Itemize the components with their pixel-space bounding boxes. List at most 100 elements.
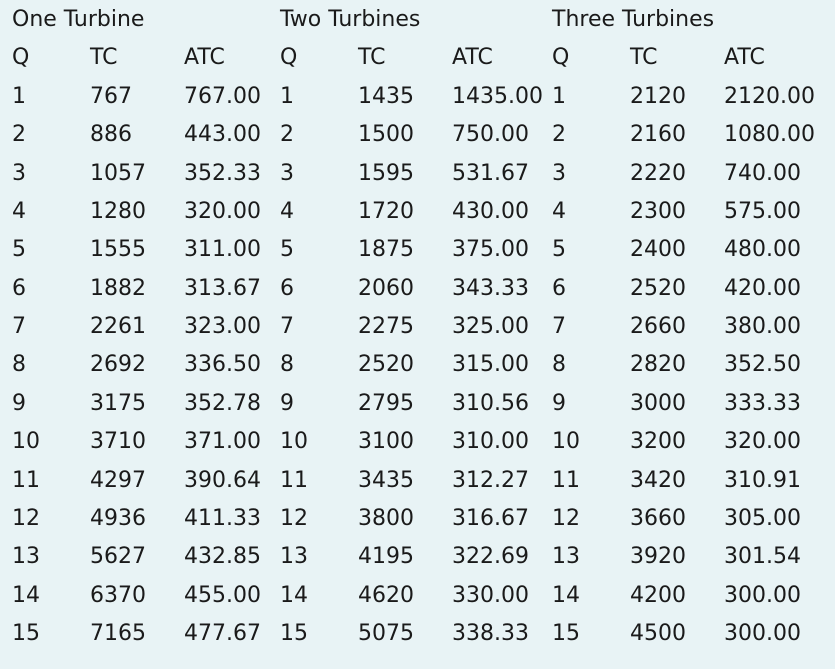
table-cell-quantity: 3: [280, 161, 294, 186]
table-cell-average-cost: 320.00: [184, 199, 261, 224]
table-cell-total-cost: 2520: [630, 276, 686, 301]
table-cell-quantity: 10: [12, 429, 40, 454]
table-cell-quantity: 8: [280, 352, 294, 377]
table-cell-total-cost: 2120: [630, 84, 686, 109]
table-cell-quantity: 11: [552, 468, 580, 493]
table-cell-total-cost: 2400: [630, 237, 686, 262]
table-cell-total-cost: 1280: [90, 199, 146, 224]
table-cell-quantity: 14: [552, 583, 580, 608]
table-cell-average-cost: 352.78: [184, 391, 261, 416]
table-cell-average-cost: 310.91: [724, 468, 801, 493]
table-cell-quantity: 6: [552, 276, 566, 301]
table-cell-total-cost: 1555: [90, 237, 146, 262]
table-cell-total-cost: 2795: [358, 391, 414, 416]
table-cell-average-cost: 305.00: [724, 506, 801, 531]
table-cell-average-cost: 313.67: [184, 276, 261, 301]
table-cell-total-cost: 3660: [630, 506, 686, 531]
table-cell-quantity: 4: [12, 199, 26, 224]
table-cell-quantity: 8: [12, 352, 26, 377]
table-cell-total-cost: 2692: [90, 352, 146, 377]
table-cell-average-cost: 420.00: [724, 276, 801, 301]
table-cell-average-cost: 375.00: [452, 237, 529, 262]
table-cell-total-cost: 2275: [358, 314, 414, 339]
table-cell-average-cost: 480.00: [724, 237, 801, 262]
table-cell-total-cost: 2060: [358, 276, 414, 301]
table-cell-average-cost: 380.00: [724, 314, 801, 339]
table-cell-average-cost: 432.85: [184, 544, 261, 569]
column-header-total-cost: TC: [90, 45, 118, 70]
table-cell-quantity: 7: [12, 314, 26, 339]
table-cell-total-cost: 7165: [90, 621, 146, 646]
table-cell-average-cost: 323.00: [184, 314, 261, 339]
table-cell-average-cost: 1435.00: [452, 84, 543, 109]
table-cell-average-cost: 338.33: [452, 621, 529, 646]
table-cell-total-cost: 1882: [90, 276, 146, 301]
table-cell-quantity: 8: [552, 352, 566, 377]
table-cell-quantity: 11: [280, 468, 308, 493]
table-cell-quantity: 9: [552, 391, 566, 416]
section-title: Three Turbines: [552, 7, 715, 32]
table-cell-total-cost: 4936: [90, 506, 146, 531]
table-cell-quantity: 4: [280, 199, 294, 224]
table-cell-quantity: 6: [12, 276, 26, 301]
table-cell-total-cost: 5075: [358, 621, 414, 646]
table-cell-average-cost: 750.00: [452, 122, 529, 147]
table-cell-total-cost: 1435: [358, 84, 414, 109]
table-cell-average-cost: 371.00: [184, 429, 261, 454]
table-cell-average-cost: 1080.00: [724, 122, 815, 147]
table-cell-total-cost: 1875: [358, 237, 414, 262]
table-cell-quantity: 2: [552, 122, 566, 147]
table-cell-total-cost: 4200: [630, 583, 686, 608]
table-cell-total-cost: 2820: [630, 352, 686, 377]
table-cell-average-cost: 310.56: [452, 391, 529, 416]
table-cell-total-cost: 3800: [358, 506, 414, 531]
table-cell-average-cost: 390.64: [184, 468, 261, 493]
table-cell-quantity: 2: [12, 122, 26, 147]
table-cell-total-cost: 6370: [90, 583, 146, 608]
column-header-quantity: Q: [12, 45, 30, 70]
table-cell-quantity: 14: [280, 583, 308, 608]
table-cell-quantity: 10: [552, 429, 580, 454]
table-cell-total-cost: 3100: [358, 429, 414, 454]
table-cell-quantity: 13: [552, 544, 580, 569]
table-cell-total-cost: 3420: [630, 468, 686, 493]
table-cell-total-cost: 1057: [90, 161, 146, 186]
table-cell-quantity: 12: [12, 506, 40, 531]
table-cell-total-cost: 2660: [630, 314, 686, 339]
table-cell-average-cost: 315.00: [452, 352, 529, 377]
column-header-average-cost: ATC: [184, 45, 225, 70]
table-cell-average-cost: 767.00: [184, 84, 261, 109]
table-cell-quantity: 10: [280, 429, 308, 454]
table-cell-quantity: 5: [12, 237, 26, 262]
table-cell-quantity: 15: [280, 621, 308, 646]
table-cell-average-cost: 443.00: [184, 122, 261, 147]
table-cell-quantity: 2: [280, 122, 294, 147]
column-header-quantity: Q: [280, 45, 298, 70]
table-cell-average-cost: 343.33: [452, 276, 529, 301]
table-cell-total-cost: 2220: [630, 161, 686, 186]
table-cell-average-cost: 411.33: [184, 506, 261, 531]
table-cell-total-cost: 4620: [358, 583, 414, 608]
table-cell-quantity: 14: [12, 583, 40, 608]
table-cell-total-cost: 3200: [630, 429, 686, 454]
table-cell-total-cost: 3435: [358, 468, 414, 493]
table-cell-quantity: 3: [12, 161, 26, 186]
table-cell-average-cost: 300.00: [724, 621, 801, 646]
table-cell-average-cost: 455.00: [184, 583, 261, 608]
table-cell-total-cost: 767: [90, 84, 132, 109]
table-cell-average-cost: 320.00: [724, 429, 801, 454]
table-cell-quantity: 11: [12, 468, 40, 493]
table-cell-total-cost: 2300: [630, 199, 686, 224]
table-cell-total-cost: 2520: [358, 352, 414, 377]
table-cell-quantity: 4: [552, 199, 566, 224]
table-cell-total-cost: 1595: [358, 161, 414, 186]
table-cell-average-cost: 352.50: [724, 352, 801, 377]
table-cell-quantity: 1: [12, 84, 26, 109]
table-cell-total-cost: 4297: [90, 468, 146, 493]
table-cell-quantity: 12: [280, 506, 308, 531]
table-cell-quantity: 3: [552, 161, 566, 186]
table-cell-total-cost: 1500: [358, 122, 414, 147]
table-cell-total-cost: 3920: [630, 544, 686, 569]
table-cell-average-cost: 477.67: [184, 621, 261, 646]
table-cell-average-cost: 430.00: [452, 199, 529, 224]
